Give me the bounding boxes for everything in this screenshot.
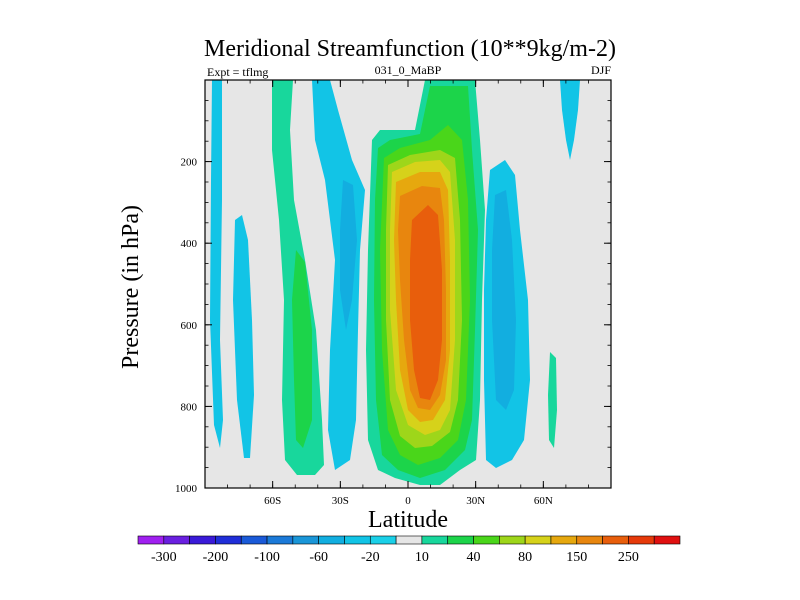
- chart-title: Meridional Streamfunction (10**9kg/m-2): [204, 36, 616, 62]
- y-tick-label: 800: [181, 401, 198, 413]
- x-tick-label: 0: [405, 495, 411, 507]
- subtitle-season: DJF: [591, 63, 611, 77]
- colorbar-swatch: [447, 535, 474, 545]
- colorbar-swatch: [215, 535, 242, 545]
- y-axis-label: Pressure (in hPa): [118, 205, 144, 369]
- colorbar-swatch: [395, 535, 423, 545]
- colorbar-swatch: [550, 535, 578, 545]
- colorbar-swatch: [240, 535, 268, 545]
- colorbar-swatch: [576, 535, 603, 545]
- colorbar-swatch: [344, 535, 371, 545]
- sh-positive-band-core: [292, 250, 312, 448]
- subtitle-experiment: Expt = tflmg: [207, 65, 268, 79]
- colorbar-label: -20: [361, 550, 380, 565]
- colorbar-swatch: [524, 535, 552, 545]
- colorbar-swatch: [266, 535, 294, 545]
- colorbar-swatch: [628, 535, 655, 545]
- colorbar-swatch: [189, 535, 216, 545]
- sh-negative-band-2: [233, 215, 254, 458]
- x-tick-label: 30N: [466, 495, 485, 507]
- colorbar-swatch: [137, 535, 165, 545]
- colorbar-swatch: [473, 535, 500, 545]
- colorbar-swatch: [499, 535, 526, 545]
- x-axis-label: Latitude: [368, 507, 448, 533]
- colorbar-label: 40: [467, 550, 481, 565]
- y-tick-label: 400: [181, 238, 198, 250]
- x-tick-label: 60N: [534, 495, 553, 507]
- y-tick-label: 200: [181, 157, 198, 169]
- colorbar-label: 150: [566, 550, 587, 565]
- hadley-level-200: [410, 205, 442, 400]
- colorbar-swatch: [163, 535, 190, 545]
- sh-negative-band-1: [210, 80, 223, 448]
- nh-positive-tail: [548, 352, 557, 448]
- colorbar-swatch: [292, 535, 319, 545]
- nh-negative-upper: [560, 80, 580, 160]
- colorbar-label: 250: [618, 550, 639, 565]
- y-tick-label: 1000: [175, 483, 198, 495]
- colorbar-label: -60: [309, 550, 328, 565]
- sh-negative-band-3-core: [340, 180, 357, 330]
- colorbar-label: 10: [415, 550, 429, 565]
- colorbar-label: -100: [254, 550, 280, 565]
- x-tick-label: 60S: [264, 495, 281, 507]
- colorbar-swatch: [421, 535, 449, 545]
- y-tick-label: 600: [181, 320, 198, 332]
- contour-field: [210, 80, 580, 485]
- colorbar-swatch: [369, 535, 397, 545]
- subtitle-period: 031_0_MaBP: [375, 63, 442, 77]
- axes: 60S 30S 0 30N 60N 200 400 600 800 1000: [175, 79, 612, 507]
- nh-negative-cell-core: [492, 190, 516, 410]
- colorbar-label: -300: [151, 550, 177, 565]
- colorbar-label: -200: [203, 550, 229, 565]
- colorbar-swatch: [602, 535, 629, 545]
- colorbar-swatch: [318, 535, 345, 545]
- x-tick-label: 30S: [332, 495, 349, 507]
- colorbar-label: 80: [518, 550, 532, 565]
- colorbar-swatch: [653, 535, 681, 545]
- sh-negative-band-3: [312, 80, 365, 470]
- colorbar: -300 -200 -100 -60 -20 10 40 80 150 250: [137, 535, 681, 565]
